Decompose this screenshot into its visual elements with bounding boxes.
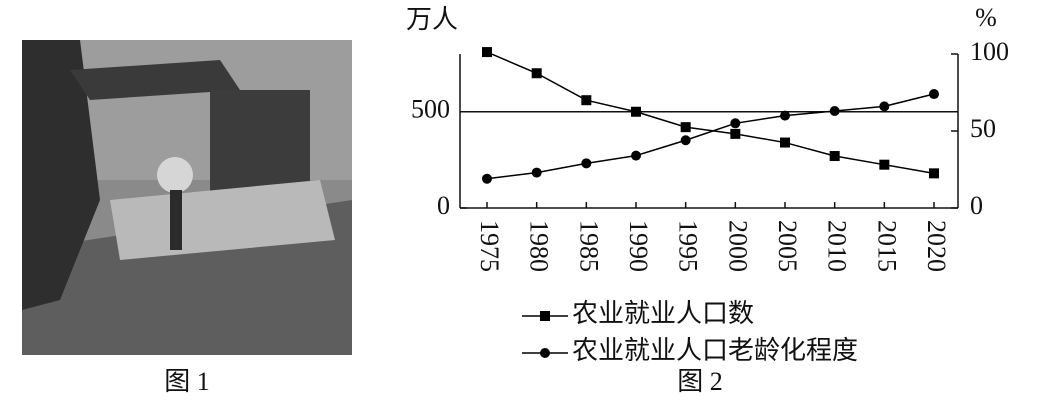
- data-point: [680, 135, 691, 146]
- photo: [22, 40, 352, 355]
- x-tick-label: 1995: [674, 220, 703, 272]
- data-point: [929, 168, 939, 179]
- x-tick-label: 2020: [922, 220, 951, 272]
- data-point: [631, 150, 641, 161]
- x-tick-label: 1980: [525, 220, 554, 272]
- legend-label: 农业就业人口老龄化程度: [572, 336, 858, 365]
- data-point: [929, 89, 939, 100]
- x-tick-label: 2000: [723, 220, 752, 272]
- y2-tick-label: 0: [970, 191, 983, 220]
- data-point: [780, 110, 790, 121]
- caption: 图 1: [164, 367, 210, 396]
- x-tick-label: 1985: [574, 220, 603, 272]
- data-point: [730, 128, 741, 139]
- x-tick-label: 2015: [872, 220, 901, 272]
- data-point: [780, 137, 790, 148]
- data-point: [680, 122, 691, 133]
- data-point: [482, 47, 492, 58]
- y-tick-label: 0: [437, 191, 450, 220]
- y-axis-label: 万人: [406, 5, 458, 34]
- data-point: [879, 101, 890, 112]
- y2-tick-label: 100: [970, 37, 1009, 66]
- x-tick-label: 2010: [823, 220, 852, 272]
- data-point: [730, 118, 741, 129]
- x-tick-label: 1990: [624, 220, 653, 272]
- data-point: [531, 167, 542, 178]
- x-tick-label: 1975: [475, 220, 504, 272]
- data-point: [581, 158, 592, 169]
- data-point: [482, 173, 492, 184]
- series-line: [486, 93, 935, 180]
- legend-label: 农业就业人口数: [572, 299, 754, 328]
- data-point: [829, 151, 840, 162]
- data-point: [531, 68, 542, 79]
- data-point: [829, 105, 840, 116]
- y-tick-label: 500: [411, 95, 450, 124]
- legend-marker: [540, 348, 550, 358]
- y2-tick-label: 50: [970, 114, 996, 143]
- legend-marker: [540, 311, 550, 321]
- x-tick-label: 2005: [773, 220, 802, 272]
- caption: 图 2: [677, 367, 723, 396]
- y2-axis-label: %: [975, 3, 997, 32]
- data-point: [879, 159, 890, 170]
- data-point: [581, 95, 592, 106]
- series-line: [486, 51, 935, 175]
- data-point: [631, 106, 641, 117]
